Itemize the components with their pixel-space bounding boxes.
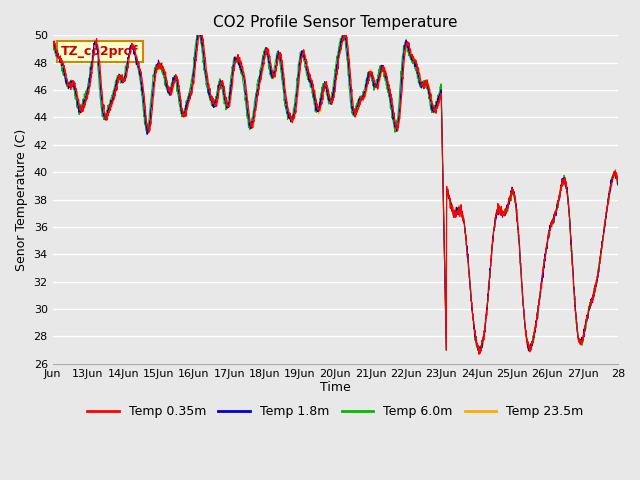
X-axis label: Time: Time: [320, 382, 351, 395]
Title: CO2 Profile Sensor Temperature: CO2 Profile Sensor Temperature: [213, 15, 458, 30]
Text: TZ_co2prof: TZ_co2prof: [61, 45, 139, 58]
Y-axis label: Senor Temperature (C): Senor Temperature (C): [15, 129, 28, 271]
Legend: Temp 0.35m, Temp 1.8m, Temp 6.0m, Temp 23.5m: Temp 0.35m, Temp 1.8m, Temp 6.0m, Temp 2…: [83, 400, 588, 423]
